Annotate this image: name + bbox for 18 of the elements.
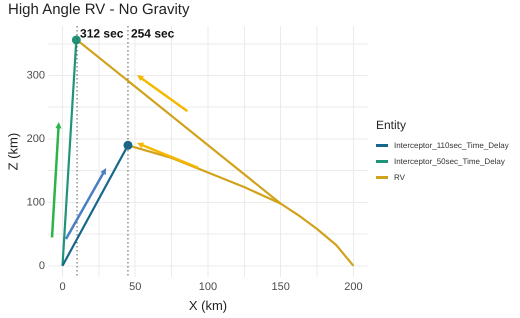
- y-tick-label: 300: [26, 70, 45, 82]
- chart-title: High Angle RV - No Gravity: [8, 1, 190, 18]
- legend-label: Interceptor_110sec_Time_Delay: [394, 141, 509, 150]
- ref-line-label: 254 sec: [130, 26, 175, 40]
- legend-label: RV: [394, 173, 405, 182]
- x-axis-title: X (km): [188, 298, 228, 313]
- ref-line-label: 312 sec: [80, 26, 124, 40]
- y-tick-label: 200: [26, 132, 45, 145]
- y-tick-label: 100: [26, 196, 45, 208]
- x-tick-label: 50: [129, 280, 142, 293]
- legend-title: Entity: [376, 118, 408, 132]
- y-axis-title: Z (km): [5, 132, 20, 170]
- legend-label: Interceptor_50sec_Time_Delay: [394, 157, 505, 166]
- x-tick-label: 0: [59, 280, 66, 293]
- x-tick-label: 100: [198, 280, 218, 293]
- y-tick-label: 0: [38, 260, 45, 272]
- x-tick-label: 150: [272, 280, 290, 293]
- x-tick-label: 200: [344, 280, 363, 293]
